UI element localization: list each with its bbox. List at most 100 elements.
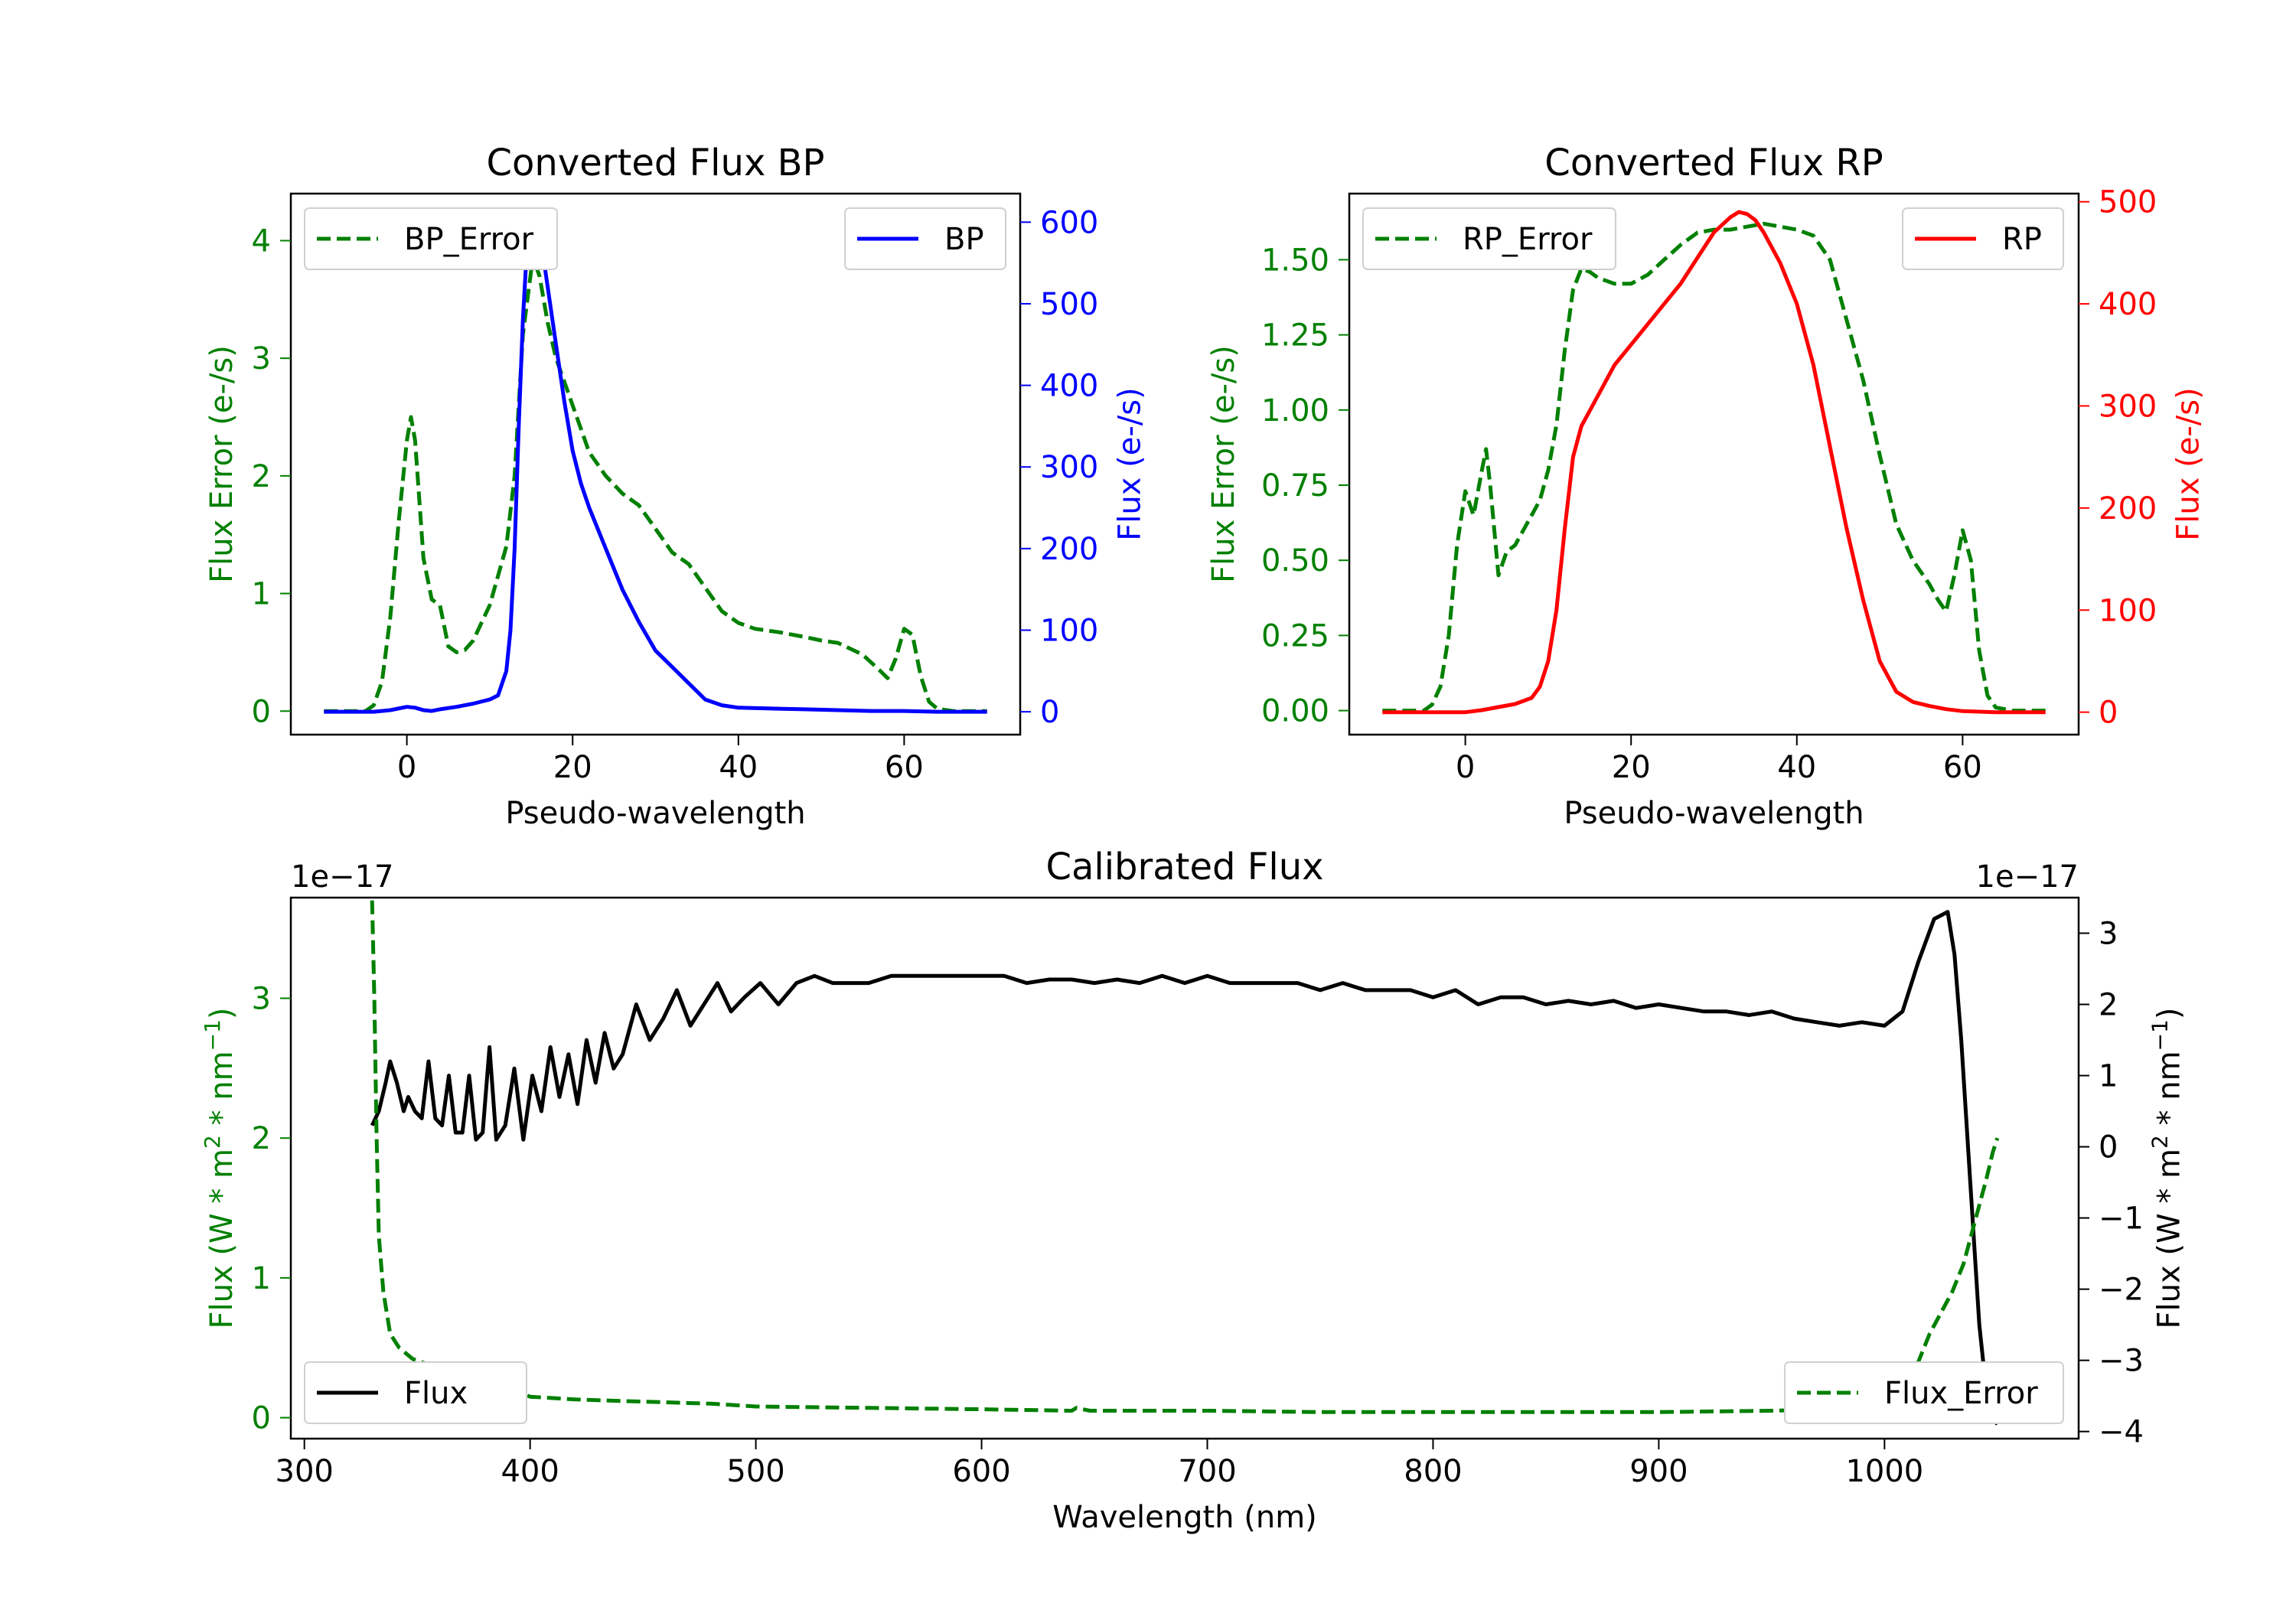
x-tick-label: 900	[1629, 1454, 1688, 1489]
x-axis-label: Wavelength (nm)	[1052, 1500, 1317, 1535]
axis-label-part: 2	[2147, 1135, 2172, 1149]
right-y-tick-label: 400	[1040, 369, 1098, 404]
x-tick-label: 0	[1456, 750, 1475, 785]
legend: Flux	[304, 1361, 527, 1424]
right-y-tick-label: 0	[2099, 696, 2118, 731]
left-y-tick-label: 0.50	[1261, 543, 1329, 579]
legend-box	[304, 1361, 527, 1424]
x-tick-label: 500	[726, 1454, 784, 1489]
x-axis-label: Pseudo-wavelength	[1564, 796, 1864, 831]
left-y-tick-label: 0	[252, 694, 271, 729]
legend-label: RP_Error	[1463, 222, 1593, 257]
right-y-axis-label: Flux (e-/s)	[2170, 387, 2206, 540]
legend-label: Flux	[404, 1376, 468, 1411]
series-line-flux	[370, 910, 1999, 1426]
legend-box	[1784, 1361, 2064, 1424]
series-line-bp	[324, 220, 987, 714]
x-axis-label: Pseudo-wavelength	[505, 796, 805, 831]
x-tick-label: 20	[1612, 750, 1651, 785]
left-y-axis-label: Flux (W * m2 * nm−1)	[200, 1008, 240, 1329]
right-y-tick-label: 500	[1040, 287, 1098, 322]
right-y-tick-label: 400	[2099, 287, 2157, 322]
left-y-tick-label: 1.00	[1261, 393, 1329, 429]
x-tick-label: 300	[276, 1454, 334, 1489]
x-tick-label: 20	[553, 750, 592, 785]
left-y-tick-label: 1.25	[1261, 318, 1329, 354]
right-y-tick-label: −2	[2099, 1273, 2144, 1308]
left-y-tick-label: 3	[252, 982, 271, 1017]
left-y-tick-label: 2	[252, 1121, 271, 1156]
right-y-tick-label: 1	[2099, 1059, 2118, 1094]
series-line-flux-error	[370, 900, 2000, 1414]
legend-box	[1902, 207, 2064, 270]
legend: RP_Error	[1362, 207, 1616, 270]
right-axis-offset: 1e−17	[1976, 859, 2079, 895]
right-y-tick-label: 200	[1040, 532, 1098, 567]
axis-label-part: Flux (W * m	[2152, 1149, 2187, 1328]
right-y-axis-label: Flux (W * m2 * nm−1)	[2147, 1008, 2187, 1329]
axis-label-part: −1	[2147, 1019, 2172, 1051]
right-y-tick-label: −4	[2099, 1415, 2144, 1450]
right-y-tick-label: 200	[2099, 491, 2157, 526]
axis-label-part: * nm	[2152, 1051, 2187, 1135]
left-y-tick-label: 3	[252, 341, 271, 376]
x-tick-label: 400	[501, 1454, 559, 1489]
plot-frame	[1348, 192, 2080, 736]
right-y-tick-label: 500	[2099, 185, 2157, 220]
left-y-tick-label: 1.50	[1261, 243, 1329, 278]
x-tick-label: 1000	[1845, 1454, 1923, 1489]
legend-label: Flux_Error	[1884, 1376, 2038, 1411]
right-y-tick-label: 100	[2099, 593, 2157, 628]
right-y-tick-label: 600	[1040, 205, 1098, 240]
right-y-tick-label: 0	[2099, 1130, 2118, 1165]
legend-box	[1362, 207, 1616, 270]
legend-label: RP	[2002, 222, 2042, 257]
legend-box	[844, 207, 1006, 270]
axis-label-part: 2	[200, 1135, 225, 1149]
panel-1: Converted Flux RP 0 20 40 60 Pseudo-wavelengt…	[1206, 142, 2206, 831]
x-tick-label: 700	[1178, 1454, 1236, 1489]
legend-label: BP_Error	[404, 222, 534, 257]
legend-label: BP	[944, 222, 984, 257]
left-y-tick-label: 2	[252, 459, 271, 494]
left-y-tick-label: 1	[252, 577, 271, 612]
legend-box	[304, 207, 558, 270]
panel-0: Converted Flux BP0 20 40 60Pseudo-wavelengt…	[204, 142, 1147, 831]
right-y-tick-label: 100	[1040, 614, 1098, 649]
legend: Flux_Error	[1784, 1361, 2064, 1424]
x-tick-label: 800	[1404, 1454, 1462, 1489]
left-y-tick-label: 0.00	[1261, 694, 1329, 729]
x-tick-label: 60	[885, 750, 924, 785]
left-axis-offset: 1e−17	[291, 859, 393, 895]
axis-label-part: )	[2152, 1008, 2187, 1020]
series-line-bp-error	[324, 262, 987, 713]
left-y-tick-label: 0.25	[1261, 618, 1329, 654]
right-y-tick-label: 300	[2099, 389, 2157, 424]
chart-title: Converted Flux RP	[1544, 142, 1883, 184]
left-y-axis-label: Flux Error (e-/s)	[204, 345, 240, 583]
right-y-axis-label: Flux (e-/s)	[1112, 387, 1147, 540]
right-y-tick-label: 300	[1040, 450, 1098, 485]
chart-title: Converted Flux BP	[487, 142, 825, 184]
axis-label-part: −1	[200, 1019, 225, 1051]
chart-title: Calibrated Flux	[1045, 846, 1323, 888]
legend: BP_Error	[304, 207, 558, 270]
legend: RP	[1902, 207, 2064, 270]
left-y-tick-label: 1	[252, 1261, 271, 1296]
left-y-tick-label: 0	[252, 1401, 271, 1436]
right-y-tick-label: 2	[2099, 988, 2118, 1023]
plot-frame	[289, 896, 2080, 1440]
series-line-rp-error	[1382, 221, 2046, 713]
axis-label-part: )	[204, 1008, 240, 1020]
right-y-tick-label: 0	[1040, 695, 1059, 730]
axis-label-part: Flux (W * m	[204, 1149, 240, 1328]
right-y-tick-label: −3	[2099, 1344, 2144, 1379]
left-y-tick-label: 4	[252, 223, 271, 259]
right-y-tick-label: 3	[2099, 917, 2118, 952]
x-tick-label: 40	[719, 750, 758, 785]
series-line-rp	[1382, 210, 2046, 715]
left-y-tick-label: 0.75	[1261, 468, 1329, 504]
left-y-axis-label: Flux Error (e-/s)	[1206, 345, 1241, 583]
